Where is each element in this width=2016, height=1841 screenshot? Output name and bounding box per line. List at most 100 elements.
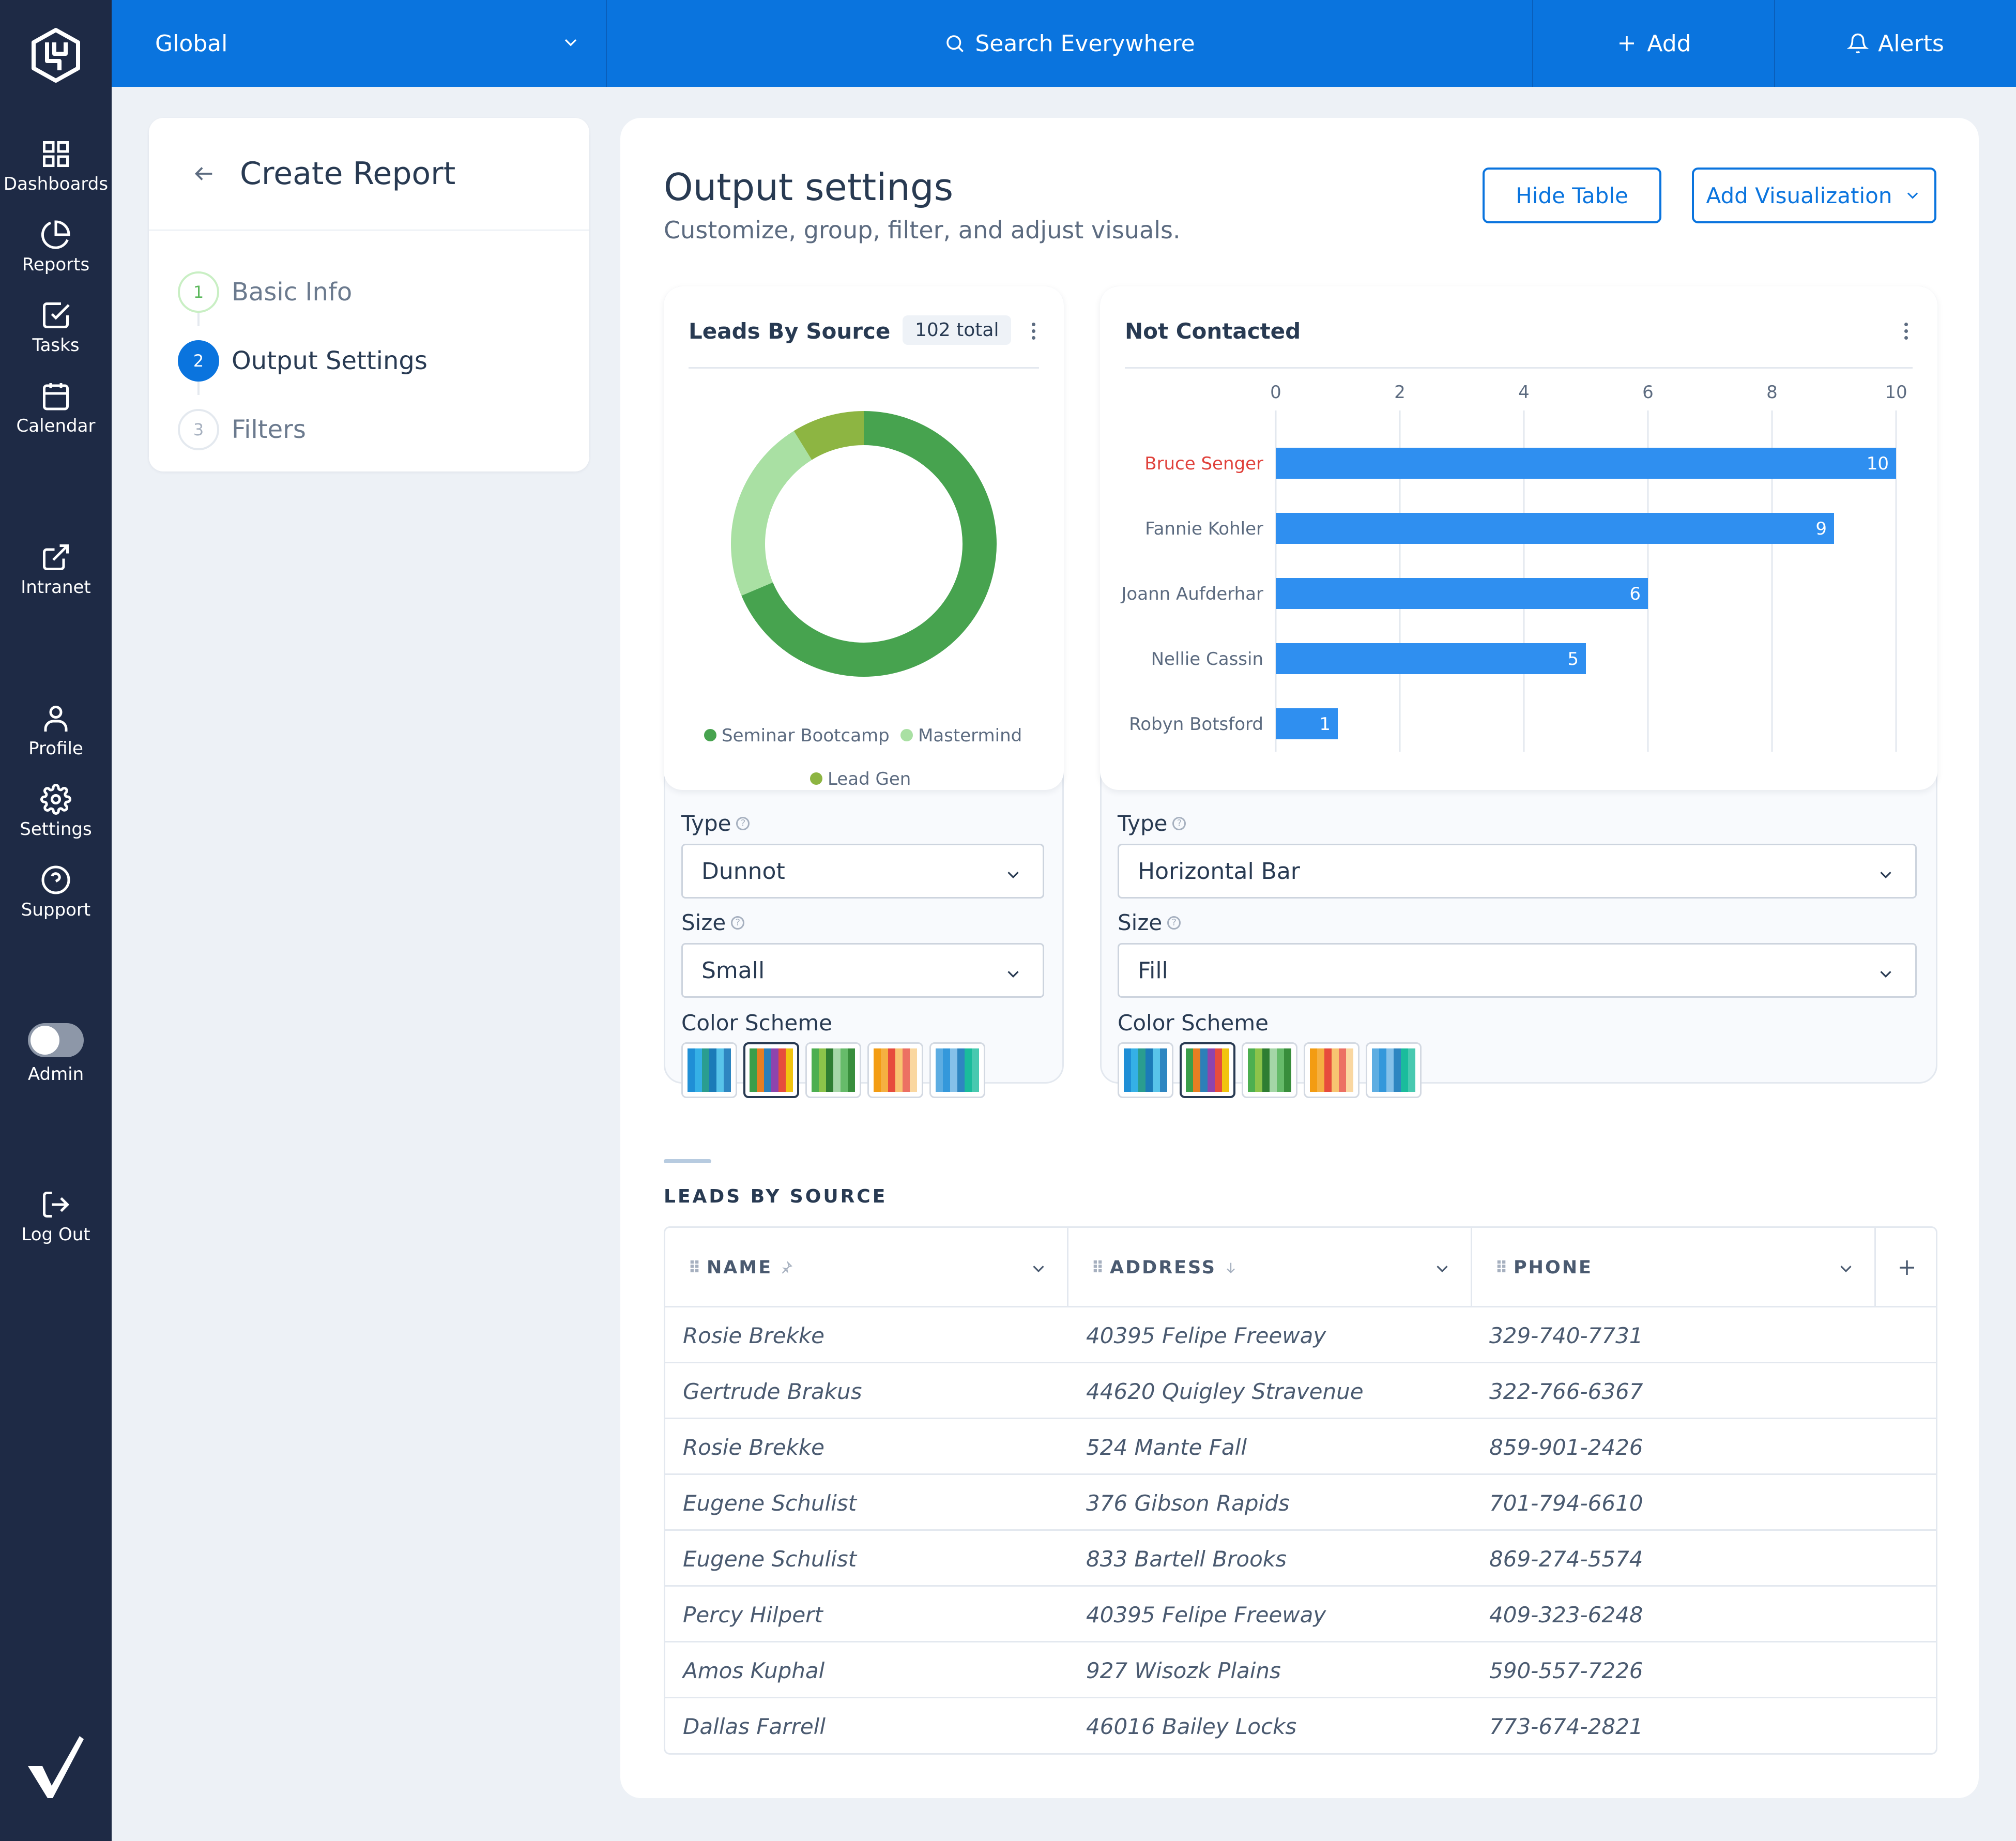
help-icon[interactable]: ?	[1172, 816, 1186, 830]
sidebar-item-calendar[interactable]: Calendar	[0, 381, 112, 436]
sidebar-item-settings[interactable]: Settings	[0, 784, 112, 840]
table-row[interactable]: Eugene Schulist 833 Bartell Brooks 869-274…	[665, 1531, 1936, 1587]
color-scheme-swatch[interactable]	[805, 1042, 861, 1098]
donut-slice	[793, 411, 864, 461]
sidebar-item-dashboards[interactable]: Dashboards	[0, 139, 112, 194]
color-scheme-swatch[interactable]	[1118, 1042, 1173, 1098]
swatch-color	[848, 1048, 855, 1092]
add-button[interactable]: Add	[1533, 0, 1775, 87]
table-row[interactable]: Dallas Farrell 46016 Bailey Locks 773-674-…	[665, 1698, 1936, 1753]
section-accent	[664, 1159, 711, 1163]
search-label: Search Everywhere	[975, 30, 1195, 57]
hide-table-button[interactable]: Hide Table	[1483, 168, 1661, 223]
legend-label: Lead Gen	[828, 769, 911, 789]
chevron-down-icon[interactable]	[1029, 1259, 1048, 1279]
swatch-color	[936, 1048, 943, 1092]
table-row[interactable]: Eugene Schulist 376 Gibson Rapids 701-794-…	[665, 1475, 1936, 1531]
size-select-right[interactable]: Fill	[1118, 943, 1917, 998]
cell-address: 376 Gibson Rapids	[1086, 1490, 1290, 1516]
swatch-color	[881, 1048, 888, 1092]
column-header-name[interactable]: ⠿ NAME	[665, 1228, 1068, 1307]
color-scheme-label-right: Color Scheme	[1118, 1010, 1269, 1036]
cell-phone: 859-901-2426	[1489, 1434, 1643, 1460]
more-options-icon[interactable]	[1904, 323, 1908, 343]
add-visualization-button[interactable]: Add Visualization	[1692, 168, 1936, 223]
color-scheme-swatch[interactable]	[929, 1042, 985, 1098]
table-row[interactable]: Amos Kuphal 927 Wisozk Plains 590-557-7226	[665, 1642, 1936, 1698]
sort-down-icon[interactable]	[1224, 1260, 1238, 1275]
chevron-down-icon	[1880, 971, 1891, 978]
global-search[interactable]: Search Everywhere	[607, 0, 1533, 87]
output-settings-card: Output settings Customize, group, filter…	[620, 118, 1979, 1798]
help-circle-icon	[41, 865, 70, 894]
sidebar-item-profile[interactable]: Profile	[0, 703, 112, 759]
color-scheme-swatch[interactable]	[743, 1042, 799, 1098]
report-wizard: Create Report 1 Basic Info 2 Output Sett…	[149, 118, 589, 471]
help-icon[interactable]: ?	[1167, 916, 1181, 930]
app-logo-icon[interactable]	[27, 27, 84, 84]
swatch-bars	[1248, 1048, 1291, 1092]
swatch-color	[1277, 1048, 1284, 1092]
help-icon[interactable]: ?	[736, 816, 750, 830]
swatch-bars	[1124, 1048, 1167, 1092]
scope-selector[interactable]: Global	[112, 0, 607, 87]
chevron-down-icon[interactable]	[1836, 1259, 1856, 1279]
color-scheme-swatch[interactable]	[867, 1042, 923, 1098]
cell-address: 833 Bartell Brooks	[1086, 1546, 1287, 1572]
back-arrow-icon[interactable]	[192, 162, 216, 186]
toggle-knob	[30, 1026, 59, 1055]
size-label-text: Size	[681, 910, 726, 935]
cell-name: Eugene Schulist	[683, 1490, 857, 1516]
step-output-settings[interactable]: 2 Output Settings	[178, 326, 427, 395]
y-category-label: Robyn Botsford	[1129, 714, 1263, 735]
column-header-address[interactable]: ⠿ ADDRESS	[1068, 1228, 1472, 1307]
sidebar-item-intranet[interactable]: Intranet	[0, 542, 112, 598]
admin-toggle[interactable]	[28, 1023, 84, 1057]
drag-handle-icon[interactable]: ⠿	[688, 1258, 701, 1277]
swatch-color	[819, 1048, 826, 1092]
chevron-down-icon	[1007, 971, 1019, 978]
size-select-left[interactable]: Small	[681, 943, 1044, 998]
swatch-color	[1153, 1048, 1160, 1092]
color-scheme-swatch[interactable]	[681, 1042, 737, 1098]
drag-handle-icon[interactable]: ⠿	[1091, 1258, 1104, 1277]
type-label-right: Type?	[1118, 811, 1186, 836]
swatch-color	[1186, 1048, 1193, 1092]
chevron-down-icon[interactable]	[1432, 1259, 1452, 1279]
sidebar-item-logout[interactable]: Log Out	[0, 1189, 112, 1245]
drag-handle-icon[interactable]: ⠿	[1495, 1258, 1508, 1277]
swatch-color	[1372, 1048, 1379, 1092]
swatch-color	[702, 1048, 709, 1092]
add-column-button[interactable]	[1876, 1228, 1936, 1307]
color-scheme-swatch[interactable]	[1242, 1042, 1297, 1098]
sidebar-item-tasks[interactable]: Tasks	[0, 300, 112, 356]
sidebar-item-reports[interactable]: Reports	[0, 219, 112, 275]
step-basic-info[interactable]: 1 Basic Info	[178, 257, 427, 326]
color-scheme-swatch[interactable]	[1366, 1042, 1422, 1098]
table-row[interactable]: Gertrude Brakus 44620 Quigley Stravenue 32…	[665, 1363, 1936, 1419]
color-scheme-swatch[interactable]	[1180, 1042, 1235, 1098]
step-filters[interactable]: 3 Filters	[178, 395, 427, 464]
table-row[interactable]: Rosie Brekke 40395 Felipe Freeway 329-740-…	[665, 1307, 1936, 1363]
swatch-color	[965, 1048, 972, 1092]
x-tick-label: 8	[1766, 382, 1778, 403]
type-select-left[interactable]: Dunnot	[681, 844, 1044, 899]
table-row[interactable]: Rosie Brekke 524 Mante Fall 859-901-2426	[665, 1419, 1936, 1475]
swatch-color	[1200, 1048, 1208, 1092]
color-scheme-swatch[interactable]	[1304, 1042, 1360, 1098]
help-icon[interactable]: ?	[731, 916, 745, 930]
sidebar-item-label: Calendar	[16, 416, 96, 436]
type-select-right[interactable]: Horizontal Bar	[1118, 844, 1917, 899]
size-label-right: Size?	[1118, 910, 1181, 935]
sidebar-item-support[interactable]: Support	[0, 864, 112, 920]
table-row[interactable]: Percy Hilpert 40395 Felipe Freeway 409-323…	[665, 1587, 1936, 1642]
pin-icon[interactable]	[780, 1261, 793, 1274]
x-tick-label: 2	[1394, 382, 1406, 403]
column-header-phone[interactable]: ⠿ PHONE	[1472, 1228, 1876, 1307]
swatch-color	[1284, 1048, 1291, 1092]
plus-icon	[1900, 1260, 1914, 1275]
alerts-button[interactable]: Alerts	[1775, 0, 2016, 87]
horizontal-bar-chart: 0 2 4 6 8 10 Bruce Senger 10 Fannie Kohler 9 Joan…	[1120, 382, 1907, 752]
more-options-icon[interactable]	[1032, 323, 1036, 343]
wizard-steps: 1 Basic Info 2 Output Settings 3 Filters	[178, 257, 427, 464]
